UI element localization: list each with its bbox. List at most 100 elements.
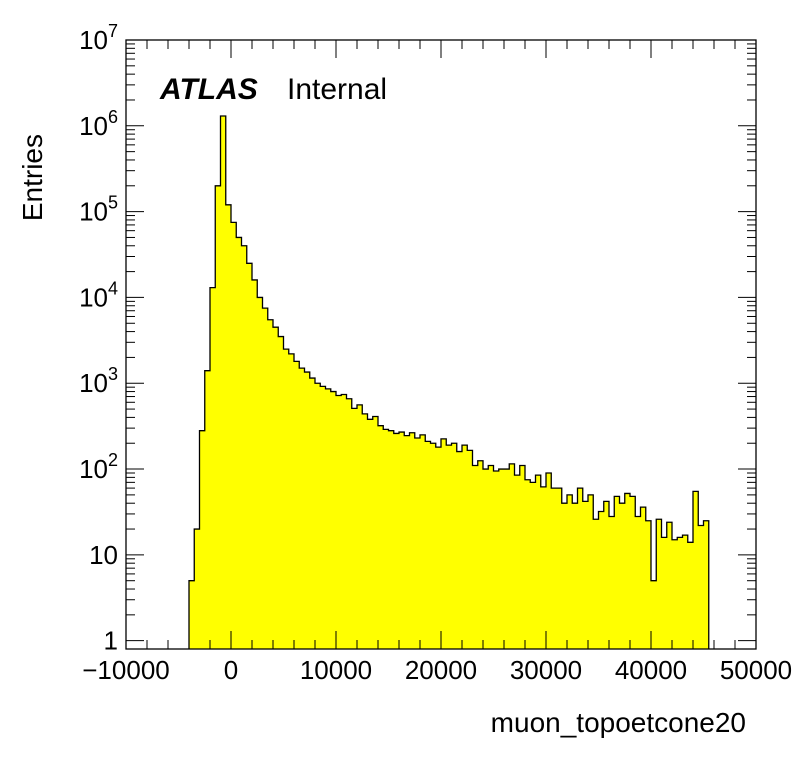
histogram-bin (246, 263, 253, 649)
histogram-bin (603, 501, 610, 649)
histogram-bin (409, 432, 416, 649)
histogram-bin (441, 438, 447, 649)
histogram-bin (404, 435, 410, 649)
histogram-bin (472, 465, 479, 649)
histogram-bin (593, 519, 599, 649)
histogram-bin (278, 336, 284, 649)
histogram-bin (572, 503, 578, 649)
histogram-bin (383, 429, 389, 649)
histogram-bin (315, 383, 321, 649)
x-axis-ticks: −10000 0 10000 20000 30000 40000 50000 (82, 40, 792, 685)
histogram-bin (703, 520, 710, 649)
y-tick-label: 103 (79, 364, 118, 398)
histogram-bin (698, 525, 704, 649)
histogram-bin (556, 488, 563, 649)
histogram-bin (672, 539, 678, 649)
histogram-bin (225, 204, 232, 649)
histogram-bin (399, 432, 405, 649)
histogram-bin (582, 501, 589, 649)
histogram-bin (252, 279, 258, 649)
histogram-bin (325, 388, 332, 649)
histogram-bin (619, 503, 626, 649)
histogram-bin (519, 465, 526, 649)
histogram-bin (378, 425, 384, 649)
x-tick-label: 50000 (720, 655, 792, 685)
histogram-bin (320, 386, 326, 649)
histogram-bin (640, 507, 647, 649)
histogram-bin (493, 470, 500, 649)
histogram-bin (294, 361, 300, 649)
histogram-bin (299, 368, 305, 649)
y-tick-label: 1 (104, 626, 118, 656)
histogram-bin (693, 491, 699, 649)
x-tick-label: 10000 (300, 655, 372, 685)
histogram-bin (645, 520, 652, 649)
histogram-bin (451, 443, 458, 649)
histogram-bin (456, 451, 463, 649)
histogram-bin (199, 430, 206, 649)
histogram-bin (462, 445, 468, 649)
x-axis-title: muon_topoetcone20 (491, 707, 746, 738)
histogram-bin (483, 469, 489, 649)
histogram-bin (388, 430, 395, 649)
histogram-bin (488, 465, 494, 649)
histogram-bin (367, 419, 374, 649)
histogram-bin (357, 404, 363, 649)
histogram-bin (309, 378, 316, 649)
histogram-bin (435, 447, 442, 649)
y-tick-label: 104 (79, 278, 118, 312)
histogram-bin (414, 438, 421, 649)
histogram-bin (210, 287, 216, 649)
histogram-bin (273, 327, 279, 649)
histogram-bin (687, 542, 694, 649)
histogram-bin (598, 511, 605, 649)
histogram-bin (514, 475, 521, 649)
histogram-bin (609, 516, 615, 649)
histogram-bin (509, 463, 515, 649)
histogram-bin (215, 185, 221, 650)
y-tick-label: 102 (79, 450, 118, 484)
histogram-bin (540, 486, 547, 649)
histogram-bin (535, 475, 542, 649)
histogram-bin (425, 441, 431, 649)
histogram-bin (630, 496, 636, 649)
histogram-bin (567, 494, 573, 649)
histogram-bin (231, 222, 237, 649)
histogram-outline (188, 115, 710, 649)
y-tick-label: 107 (79, 21, 118, 55)
histogram-bin (241, 245, 248, 649)
histogram-bin (262, 308, 269, 649)
histogram-bin (346, 398, 353, 649)
x-tick-label: 0 (224, 655, 238, 685)
histogram-bin (362, 413, 368, 649)
histogram-bin (304, 372, 311, 649)
histogram-bin (267, 319, 274, 649)
histogram-bin (220, 116, 227, 649)
histogram-bin (430, 443, 437, 649)
x-tick-label: −10000 (82, 655, 169, 685)
histogram-bin (635, 516, 641, 649)
y-tick-label: 105 (79, 193, 118, 227)
histogram-bin (189, 580, 195, 649)
histogram-bin (504, 469, 510, 649)
histogram-bin (498, 469, 505, 649)
histogram-bin (477, 460, 484, 649)
histogram-bin (666, 522, 673, 649)
histogram-bin (561, 503, 568, 649)
histogram-bin (283, 349, 290, 649)
histogram-bin (420, 434, 426, 649)
histogram-bin (525, 479, 531, 649)
histogram-bin (661, 537, 668, 649)
histogram-bin (372, 416, 379, 649)
histogram-bin (651, 580, 657, 649)
histogram-bin (351, 408, 358, 649)
histogram-bin (551, 488, 557, 649)
histogram-bin (588, 494, 594, 649)
histogram-bin (577, 488, 584, 649)
x-tick-label: 30000 (510, 655, 582, 685)
histogram-bin (341, 394, 347, 649)
y-tick-label: 10 (89, 540, 118, 570)
histogram-bin (257, 297, 263, 649)
x-tick-label: 20000 (405, 655, 477, 685)
histogram-bin (393, 433, 400, 649)
